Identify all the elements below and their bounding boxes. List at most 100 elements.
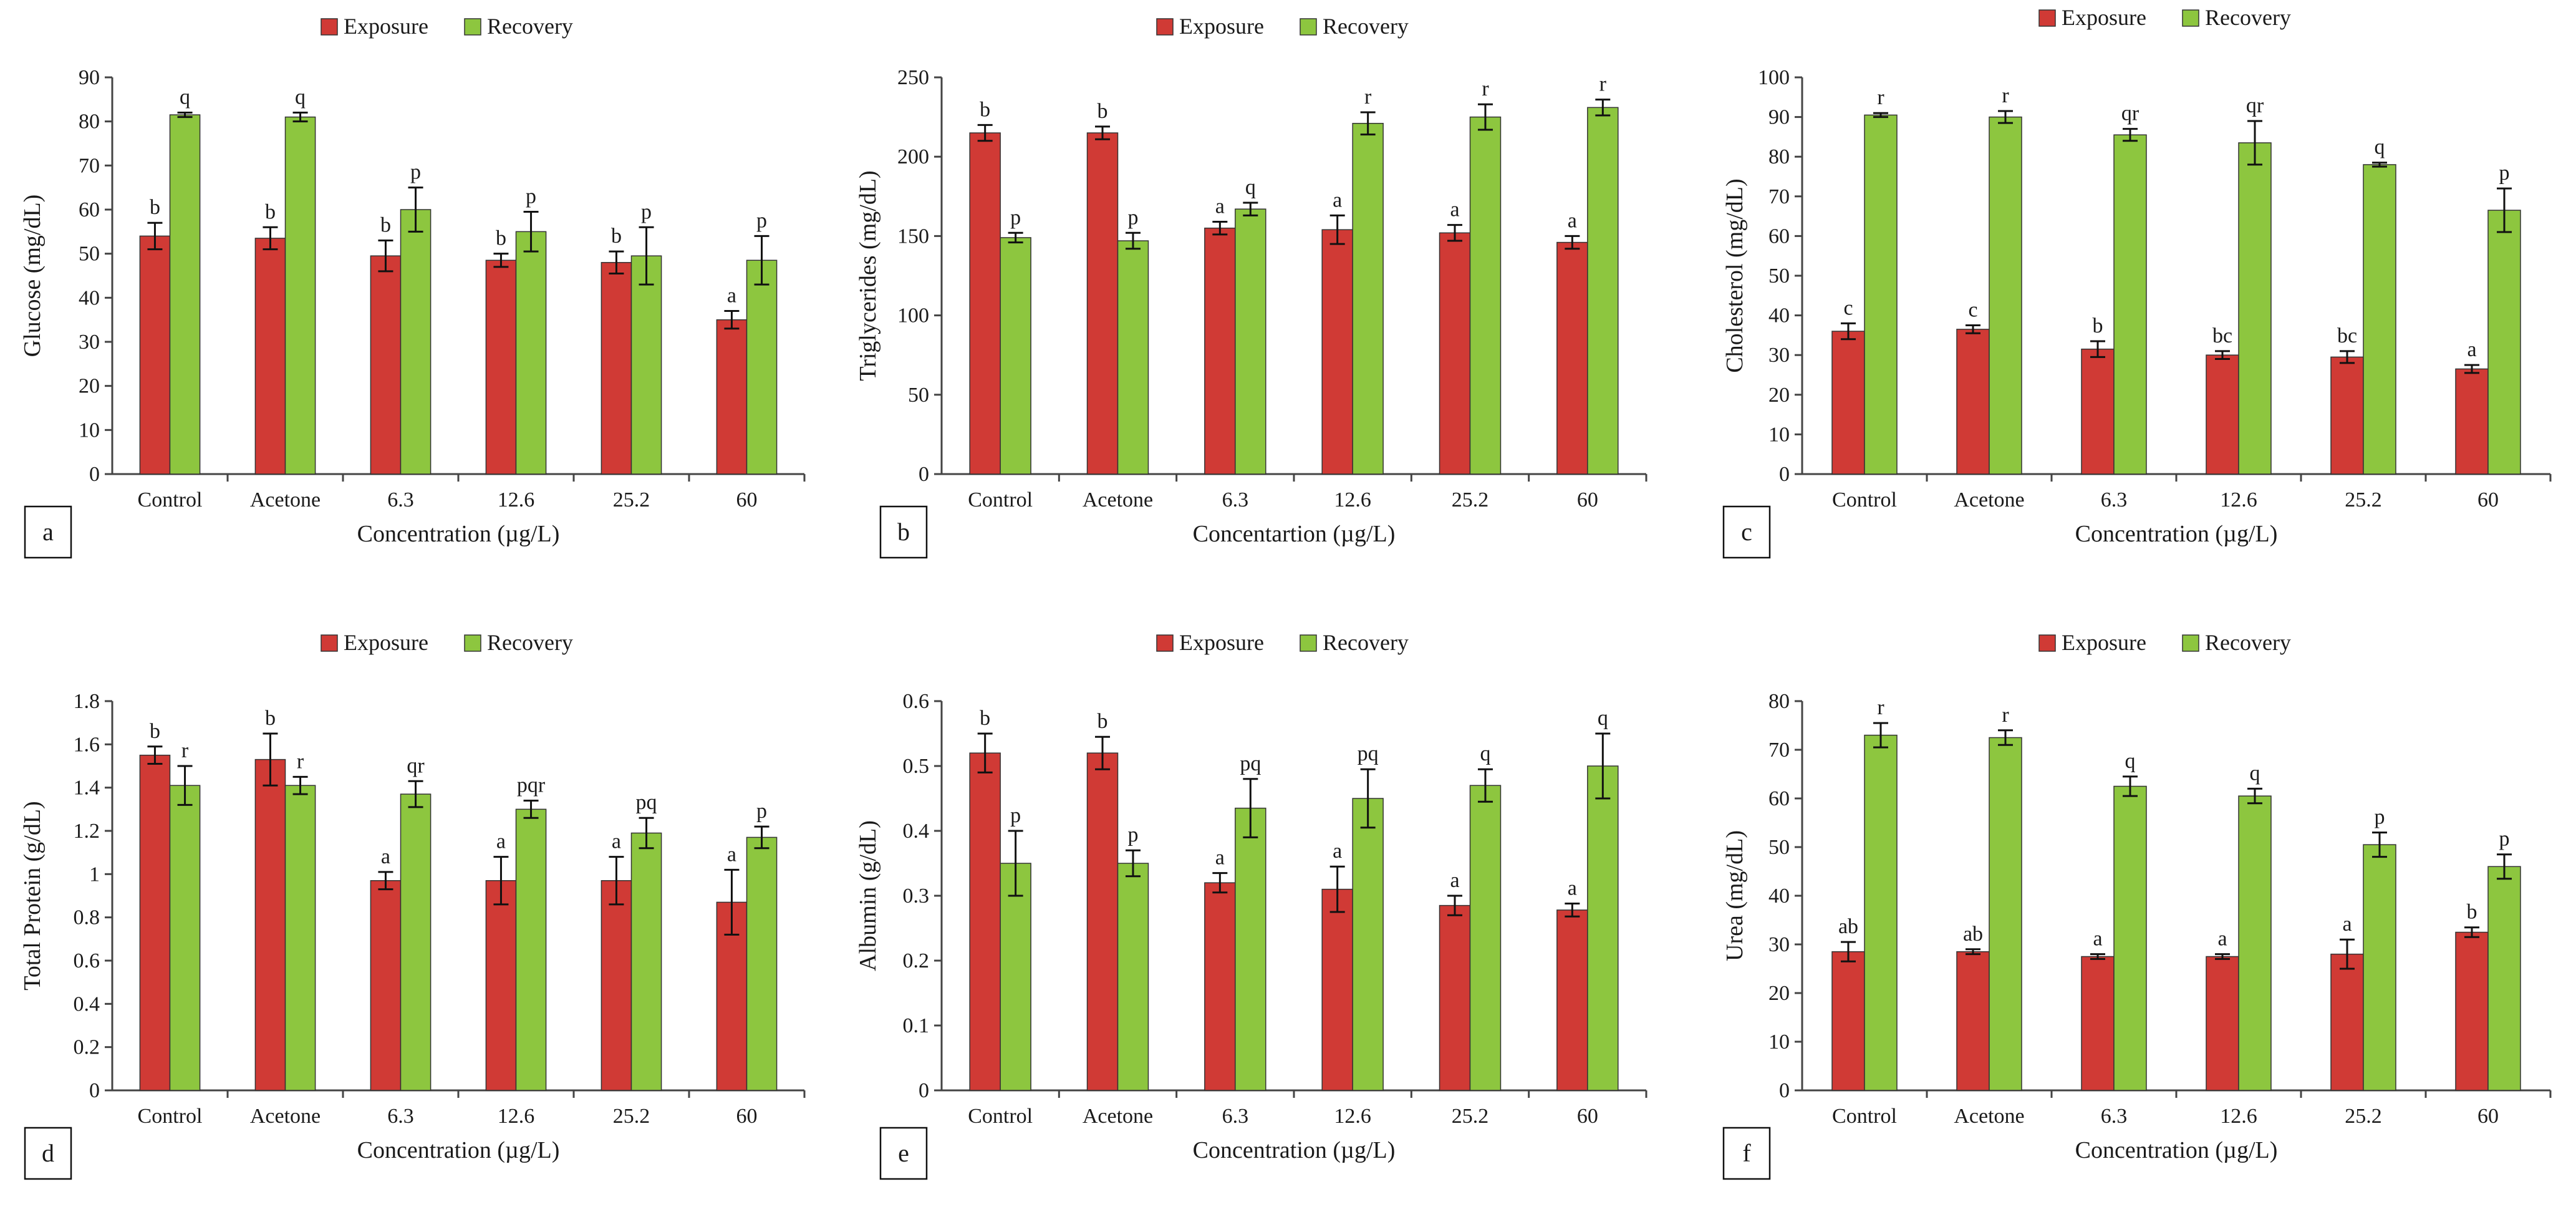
- exposure-bar: [2206, 956, 2239, 1091]
- y-tick-label: 1.4: [74, 777, 100, 800]
- y-tick-label: 80: [1768, 690, 1790, 713]
- y-tick-label: 50: [1768, 836, 1790, 859]
- exposure-legend-swatch: [1156, 634, 1174, 652]
- x-tick-label: 12.6: [2220, 1105, 2257, 1128]
- significance-letter: a: [2342, 913, 2352, 936]
- significance-letter: p: [526, 185, 536, 208]
- x-tick-label: 12.6: [2220, 488, 2257, 511]
- x-tick-label: 12.6: [498, 1105, 535, 1128]
- exposure-bar: [2206, 354, 2239, 475]
- y-tick-label: 80: [79, 110, 100, 133]
- significance-letter: a: [1450, 869, 1459, 892]
- significance-letter: r: [1877, 86, 1884, 109]
- recovery-bar: [1587, 107, 1619, 475]
- exposure-bar: [1956, 329, 1990, 475]
- y-axis-title: Cholesterol (mg/dL): [1722, 178, 1748, 372]
- recovery-legend-swatch: [2182, 9, 2199, 27]
- x-tick-label: 25.2: [1452, 1105, 1489, 1128]
- significance-letter: p: [2499, 828, 2510, 851]
- significance-letter: p: [756, 209, 767, 232]
- significance-letter: q: [1598, 707, 1608, 730]
- y-tick-label: 70: [1768, 185, 1790, 208]
- significance-letter: b: [265, 200, 276, 223]
- recovery-legend-swatch: [2182, 634, 2199, 652]
- y-tick-label: 100: [1758, 66, 1790, 89]
- x-tick-label: 12.6: [1334, 1105, 1371, 1128]
- significance-letter: q: [2375, 136, 2385, 159]
- exposure-bar: [2081, 956, 2115, 1091]
- y-tick-label: 20: [1768, 982, 1790, 1005]
- panel-label: b: [897, 518, 910, 546]
- recovery-bar: [1989, 116, 2022, 475]
- x-tick-label: Acetone: [1083, 1105, 1153, 1128]
- exposure-legend-label: Exposure: [1179, 630, 1264, 655]
- significance-letter: c: [1843, 296, 1853, 319]
- x-tick-label: Acetone: [1083, 488, 1153, 511]
- x-tick-label: Control: [1832, 1105, 1897, 1128]
- exposure-bar: [2330, 953, 2364, 1091]
- exposure-bar: [1439, 904, 1471, 1091]
- y-tick-label: 20: [1768, 384, 1790, 407]
- x-axis-title: Concentration (µg/L): [2075, 521, 2278, 547]
- x-tick-label: 60: [2477, 1105, 2499, 1128]
- recovery-bar: [2363, 844, 2396, 1091]
- recovery-bar: [1352, 798, 1384, 1091]
- legend: Exposure Recovery: [2038, 5, 2291, 30]
- y-tick-label: 0.3: [903, 885, 930, 908]
- exposure-bar: [485, 259, 517, 475]
- y-tick-label: 50: [79, 243, 100, 266]
- y-tick-label: 60: [79, 198, 100, 221]
- x-tick-label: Control: [968, 488, 1033, 511]
- y-tick-label: 60: [1768, 787, 1790, 810]
- exposure-legend-swatch: [321, 634, 338, 652]
- recovery-bar: [1864, 114, 1898, 475]
- y-tick-label: 70: [79, 154, 100, 177]
- exposure-bar: [716, 319, 748, 475]
- significance-letter: pqr: [517, 773, 546, 797]
- chart-panel-a: 0 10 20 30 40 50 60 70 80 90 Glucose (mg/dL) Contro…: [19, 14, 806, 559]
- recovery-legend-label: Recovery: [487, 630, 573, 655]
- significance-letter: a: [612, 830, 621, 853]
- panel-label: e: [898, 1139, 909, 1167]
- exposure-bar: [254, 759, 286, 1091]
- recovery-legend-label: Recovery: [487, 14, 573, 39]
- panel-label-box: [1722, 1127, 1771, 1180]
- significance-letter: b: [1097, 100, 1108, 123]
- y-tick-label: 0.6: [903, 690, 930, 713]
- exposure-bar: [1204, 227, 1236, 475]
- recovery-bar: [1989, 737, 2022, 1091]
- y-tick-label: 1: [89, 863, 100, 886]
- exposure-bar: [1956, 951, 1990, 1091]
- recovery-bar: [1469, 116, 1502, 475]
- exposure-bar: [254, 238, 286, 475]
- y-tick-label: 100: [897, 304, 929, 327]
- recovery-legend-swatch: [1300, 634, 1317, 652]
- recovery-bar: [2238, 142, 2272, 475]
- significance-letter: r: [2002, 704, 2009, 727]
- x-axis-title: Concentration (µg/L): [357, 521, 560, 547]
- x-tick-label: 6.3: [387, 488, 414, 511]
- recovery-bar: [1469, 785, 1502, 1091]
- y-axis-title: Albumin (g/dL): [855, 820, 881, 971]
- y-tick-label: 40: [1768, 304, 1790, 327]
- recovery-bar: [284, 785, 316, 1091]
- x-tick-label: Control: [968, 1105, 1033, 1128]
- x-tick-label: Control: [138, 1105, 203, 1128]
- significance-letter: p: [1127, 206, 1138, 229]
- significance-letter: a: [1568, 209, 1577, 232]
- recovery-bar: [1117, 240, 1149, 475]
- significance-letter: qr: [2246, 94, 2264, 117]
- exposure-legend-label: Exposure: [2062, 5, 2146, 30]
- exposure-bar: [601, 262, 632, 475]
- x-tick-label: 6.3: [2101, 488, 2128, 511]
- significance-letter: r: [1599, 73, 1607, 96]
- recovery-legend-swatch: [464, 634, 481, 652]
- significance-letter: b: [150, 720, 160, 743]
- exposure-bar: [485, 880, 517, 1091]
- significance-letter: p: [1010, 804, 1021, 827]
- x-tick-label: 6.3: [1222, 1105, 1249, 1128]
- significance-letter: r: [181, 739, 189, 762]
- chart-panel-d: 0 0.2 0.4 0.6 0.8 1 1.2 1.4 1.6 1.8 Total Protein …: [19, 630, 806, 1180]
- recovery-legend-label: Recovery: [1323, 630, 1409, 655]
